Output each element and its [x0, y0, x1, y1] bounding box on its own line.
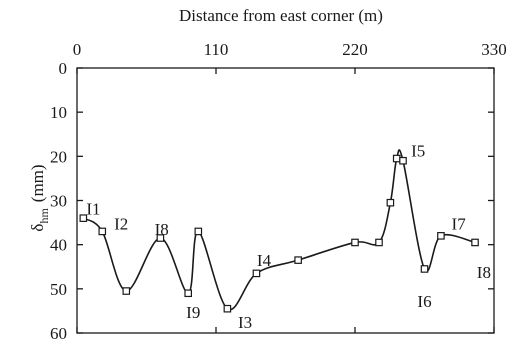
y-axis-title-unit: (mm): [28, 164, 47, 202]
data-point-marker: [375, 238, 383, 247]
y-axis-title: δhm (mm): [28, 164, 51, 231]
data-point-marker: [184, 289, 193, 298]
y-tick-label: 30: [50, 192, 67, 211]
point-label: I3: [238, 313, 252, 332]
data-point-marker: [392, 154, 401, 163]
data-point-marker: [386, 198, 395, 207]
axes: 0 110 220 330 0 10 20 30 40 50 60: [50, 40, 507, 343]
data-point-marker: [252, 269, 261, 278]
point-label: I5: [411, 142, 425, 161]
annotations: I1 I2 I8 I9 I3 I4 I5 I6 I7 I8: [86, 142, 491, 332]
data-point-marker: [420, 265, 429, 273]
data-point-marker: [471, 238, 479, 247]
series: [79, 149, 479, 313]
data-point-marker: [294, 256, 302, 264]
y-axis-title-subscript: hm: [37, 208, 51, 224]
x-tick-label: 220: [342, 40, 368, 59]
x-tick-label: 110: [204, 40, 229, 59]
y-axis-title-symbol: δ: [28, 224, 47, 232]
point-label: I2: [114, 214, 128, 233]
data-point-marker: [223, 304, 232, 313]
data-point-marker: [79, 214, 88, 222]
y-tick-label: 20: [50, 147, 67, 166]
y-tick-label: 40: [50, 236, 67, 255]
data-point-marker: [122, 287, 131, 295]
data-point-marker: [351, 238, 359, 247]
data-point-marker: [399, 156, 407, 165]
data-point-marker: [156, 234, 165, 242]
point-label: I1: [86, 199, 100, 218]
point-label: I8: [155, 220, 169, 239]
data-point-marker: [194, 227, 203, 236]
y-tick-label: 0: [59, 59, 68, 78]
y-tick-label: 10: [50, 103, 67, 122]
data-point-marker: [98, 227, 107, 236]
series-line: [82, 149, 476, 311]
x-axis-title: Distance from east corner (m): [179, 6, 383, 25]
point-label: I6: [417, 292, 431, 311]
point-label: I4: [257, 251, 272, 270]
point-label: I9: [186, 303, 200, 322]
data-point-marker: [437, 232, 445, 240]
y-tick-label: 50: [50, 280, 67, 299]
point-label: I8: [477, 263, 491, 282]
point-label: I7: [452, 214, 467, 233]
y-tick-label: 60: [50, 324, 67, 343]
svg-text:δhm(mm): δhm (mm): [28, 164, 51, 231]
x-tick-label: 0: [73, 40, 82, 59]
x-tick-label: 330: [481, 40, 507, 59]
